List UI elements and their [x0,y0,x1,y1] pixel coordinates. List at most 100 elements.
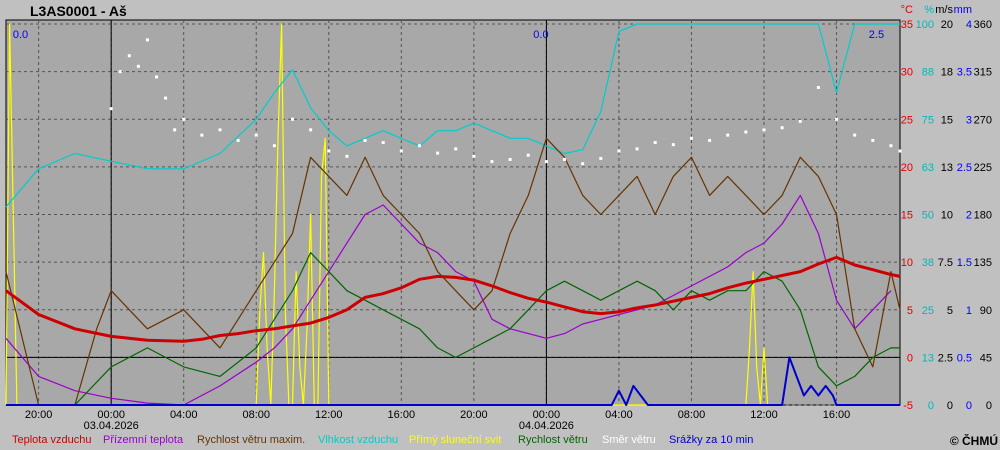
wind-direction-point [508,157,512,161]
wind-direction-point [671,143,675,147]
tick-direction_deg: 180 [974,210,992,222]
marker-layer: 0.0 0.0 2.5 [13,29,884,41]
wind-direction-point [291,117,295,121]
tick-humidity_pct: 38 [922,257,934,269]
tick-direction_deg: 135 [974,257,992,269]
x-tick-label: 08:00 [678,409,706,421]
tick-temp_c: 30 [901,67,913,79]
wind-direction-point [345,154,349,158]
wind-direction-point [653,141,657,145]
wind-direction-point [635,147,639,151]
wind-direction-point [835,117,839,121]
tick-wind_ms: 0 [947,400,953,412]
tick-precip_mm: 0.5 [957,352,972,364]
wind-direction-point [155,75,159,79]
unit-temp_c: °C [901,4,913,16]
tick-wind_ms: 2.5 [938,352,953,364]
tick-humidity_pct: 13 [922,352,934,364]
marker-label: 0.0 [533,29,548,41]
wind-direction-point [236,138,240,142]
wind-direction-point [218,128,222,132]
wind-direction-point [798,119,802,123]
tick-direction_deg: 90 [980,305,992,317]
x-axis: 20:00 00:00 04:00 08:00 12:00 16:00 20:00 00:00… [25,409,850,432]
wind-direction-point [182,117,186,121]
wind-direction-point [327,149,331,153]
unit-humidity_pct: % [924,4,934,16]
wind-direction-point [436,151,440,155]
wind-direction-point [109,107,113,111]
legend-item: Rychlost větru [518,434,588,446]
wind-direction-point [164,96,168,100]
x-tick-label: 00:00 [97,409,125,421]
wind-direction-point [689,136,693,140]
x-tick-label: 16:00 [823,409,851,421]
tick-humidity_pct: 63 [922,162,934,174]
tick-precip_mm: 0 [966,400,972,412]
tick-temp_c: 15 [901,210,913,222]
date-label: 04.04.2026 [519,420,574,432]
wind-direction-point [708,138,712,142]
series-vlhkost-vzduchu [5,23,900,208]
wind-direction-point [816,86,820,89]
legend-item: Teplota vzduchu [12,434,92,446]
tick-wind_ms: 20 [941,19,953,31]
legend-item: Přízemní teplota [103,434,184,446]
wind-direction-point [454,147,458,151]
series-srazky-za-10-min [6,356,900,406]
tick-precip_mm: 1.5 [957,257,972,269]
tick-temp_c: 5 [907,305,913,317]
wind-direction-point [563,157,567,161]
x-tick-label: 04:00 [605,409,633,421]
tick-precip_mm: 3 [966,114,972,126]
tick-wind_ms: 10 [941,210,953,222]
tick-precip_mm: 3.5 [957,67,972,79]
tick-temp_c: 25 [901,114,913,126]
wind-direction-point [853,133,857,137]
x-tick-label: 16:00 [388,409,416,421]
tick-humidity_pct: 75 [922,114,934,126]
tick-wind_ms: 7.5 [938,257,953,269]
x-tick-label: 04:00 [170,409,198,421]
x-tick-label: 12:00 [750,409,778,421]
legend-item: Přímý sluneční svit [409,434,501,446]
wind-direction-point [363,138,367,142]
tick-humidity_pct: 50 [922,210,934,222]
x-tick-label: 00:00 [533,409,561,421]
chart-title: L3AS0001 - Aš [30,3,127,19]
wind-direction-point [599,156,603,160]
wind-direction-point [544,160,548,164]
legend-item: Srážky za 10 min [669,434,753,446]
x-tick-label: 08:00 [242,409,270,421]
copyright: © ČHMÚ [950,433,998,448]
wind-direction-point [617,149,621,153]
marker-label: 2.5 [869,29,884,41]
series-teplota-vzduchu [5,255,901,343]
tick-humidity_pct: 100 [916,19,934,31]
series-rychlost-vetru-maxim [5,137,901,406]
tick-precip_mm: 2.5 [957,162,972,174]
wind-direction-point [472,154,476,158]
legend-item: Vlhkost vzduchu [318,434,398,446]
legend-item: Směr větru [602,434,656,446]
x-tick-label: 20:00 [25,409,53,421]
wind-direction-point [173,128,177,132]
tick-temp_c: 35 [901,19,913,31]
tick-direction_deg: 315 [974,67,992,79]
wind-direction-point [526,153,530,157]
tick-precip_mm: 2 [966,210,972,222]
tick-humidity_pct: 25 [922,305,934,317]
tick-humidity_pct: 0 [928,400,934,412]
tick-direction_deg: 0 [986,400,992,412]
tick-wind_ms: 15 [941,114,953,126]
tick-humidity_pct: 88 [922,67,934,79]
wind-direction-point [272,144,276,148]
legend: Teplota vzduchu Přízemní teplota Rychlost … [12,434,753,446]
tick-precip_mm: 4 [966,19,972,31]
wind-direction-point [490,160,494,164]
unit-precip_mm: mm [954,4,972,16]
tick-wind_ms: 5 [947,305,953,317]
wind-direction-point [136,64,140,68]
wind-direction-point [898,149,902,153]
